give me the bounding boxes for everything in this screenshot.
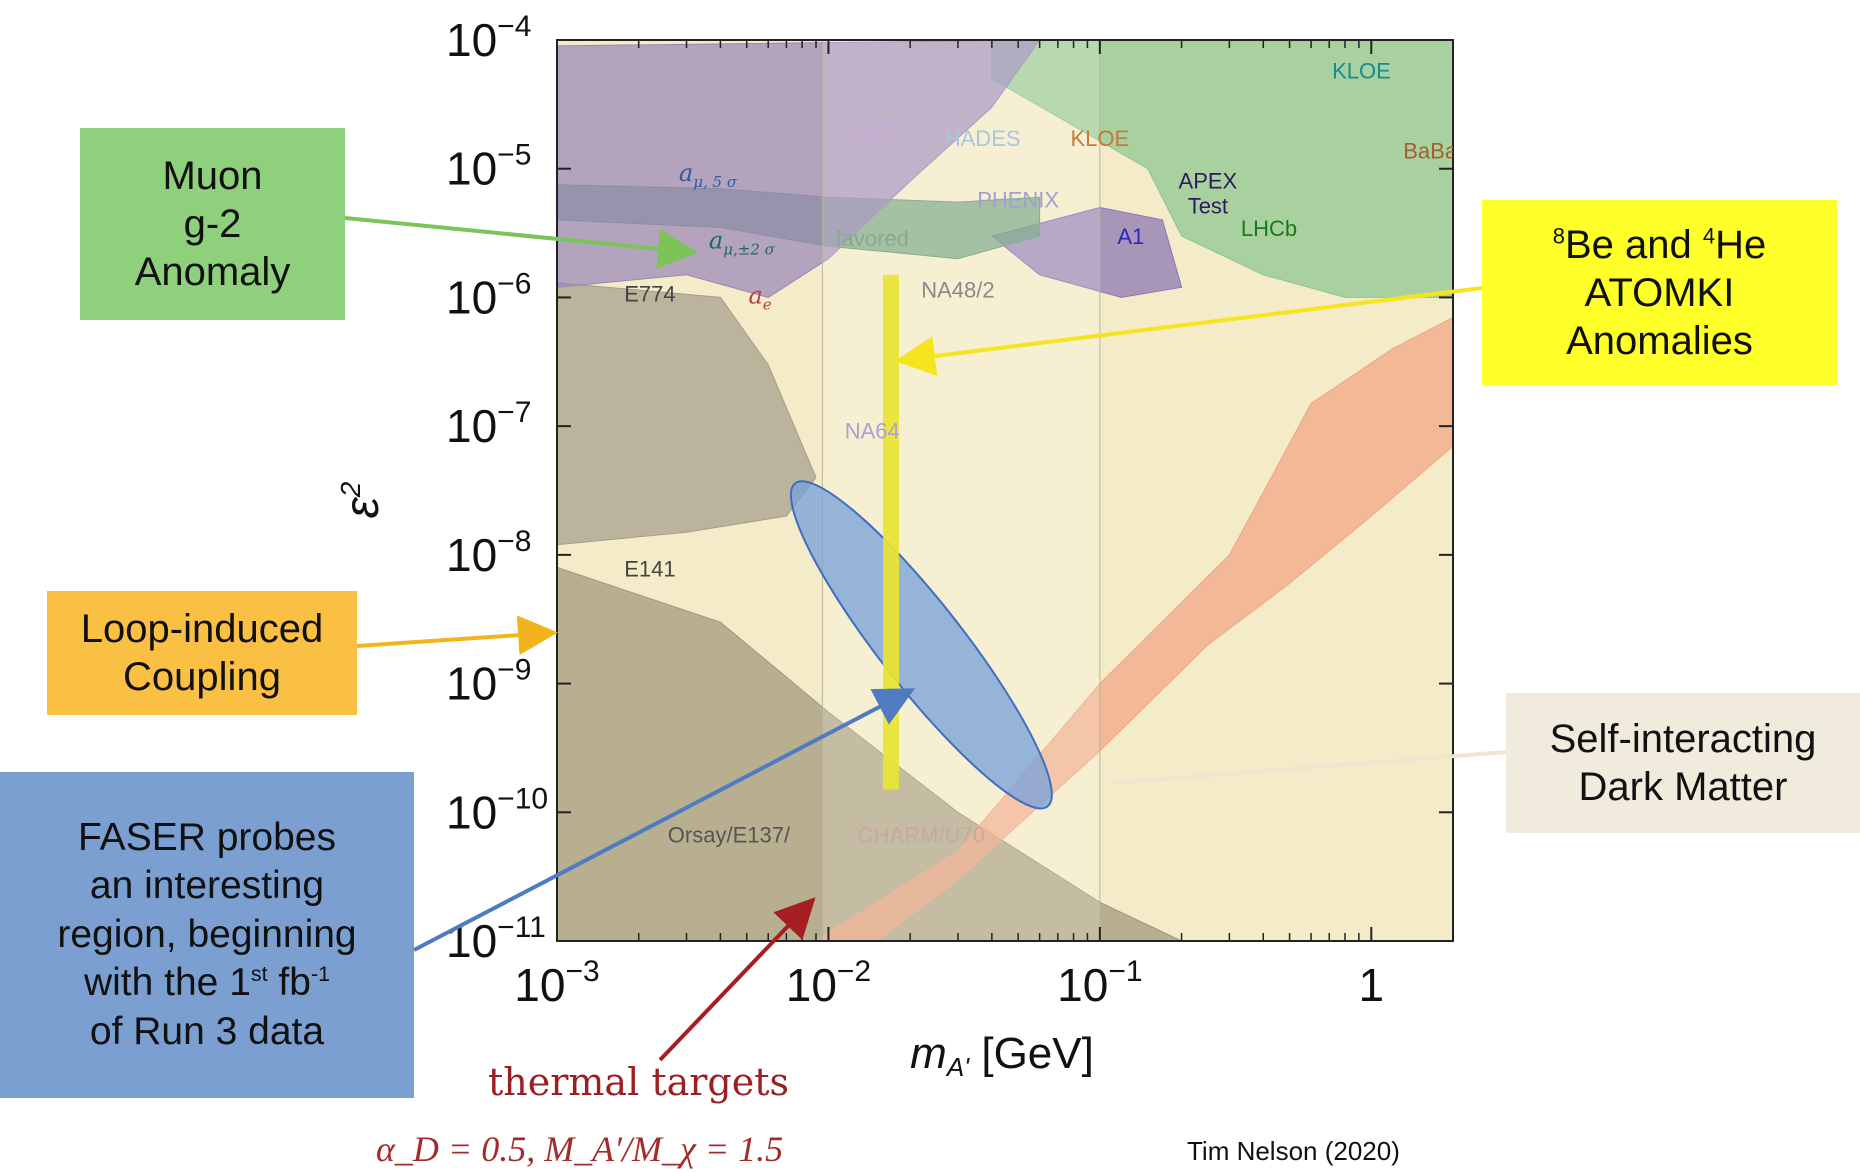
faser-with-the: with the 1 bbox=[83, 961, 251, 1005]
region-label: LHCb bbox=[1241, 216, 1297, 241]
region-label: Test bbox=[1188, 193, 1228, 218]
atomki-callout: 8Be and 4He ATOMKI Anomalies bbox=[1482, 200, 1837, 385]
atomki-line-3: Anomalies bbox=[1566, 318, 1753, 363]
thermal-targets-label: thermal targets bbox=[488, 1060, 789, 1104]
region-exclusion bbox=[991, 40, 1453, 298]
muon-arrow bbox=[344, 216, 698, 269]
ticks-layer: 10−3 10−2 10−1 110−410−510−610−710−810−910−… bbox=[446, 10, 1454, 1011]
region-label: HADES bbox=[945, 126, 1021, 151]
y-tick-label: 10−4 bbox=[446, 10, 531, 66]
faser-line-2: an interesting bbox=[89, 864, 325, 908]
sidm-line-1: Self-interacting bbox=[1549, 717, 1817, 761]
sidm-arrow bbox=[1111, 750, 1507, 785]
y-tick-label: 10−7 bbox=[446, 396, 531, 452]
region-label: BaBar bbox=[1403, 139, 1464, 164]
region-label: E774 bbox=[624, 281, 675, 306]
faser-line-1: FASER probes bbox=[78, 816, 336, 860]
region-label: A1 bbox=[1117, 224, 1144, 249]
y-tick-label: 10−5 bbox=[446, 139, 531, 195]
y-axis-label: ε2 bbox=[335, 481, 389, 518]
faser-line-5: of Run 3 data bbox=[89, 1009, 325, 1053]
y-tick-label: 10−11 bbox=[446, 911, 546, 967]
y-tick-label: 10−9 bbox=[446, 654, 531, 710]
faser-st-superscript: st bbox=[250, 962, 268, 987]
region-label: E141 bbox=[624, 556, 675, 581]
y-tick-label: 10−10 bbox=[446, 782, 548, 838]
region-beam-dump bbox=[557, 566, 1182, 941]
be8-superscript: 8 bbox=[1552, 223, 1565, 249]
loop-induced-callout: Loop-induced Coupling bbox=[47, 591, 357, 715]
muon-line-3: Anomaly bbox=[134, 250, 291, 294]
loop-arrow bbox=[356, 615, 558, 656]
be-text: Be and bbox=[1564, 222, 1703, 267]
muon-line-1: Muon bbox=[162, 154, 263, 198]
loop-line-2: Coupling bbox=[123, 655, 281, 699]
region-label: APEX bbox=[1179, 169, 1238, 194]
atomki-line bbox=[882, 274, 899, 790]
faser-arrow bbox=[413, 688, 916, 952]
muon-g2-callout: Muon g-2 Anomaly bbox=[80, 128, 345, 320]
regions-layer bbox=[557, 40, 1453, 941]
atomki-line-2: ATOMKI bbox=[1584, 270, 1735, 315]
region-label: KLOE bbox=[1332, 59, 1391, 84]
x-tick-label: 10−2 bbox=[786, 955, 871, 1011]
faser-line-3: region, beginning bbox=[57, 912, 357, 956]
loop-line-1: Loop-induced bbox=[80, 607, 324, 651]
region-label: PHENIX bbox=[977, 187, 1059, 212]
plot-frame bbox=[556, 39, 1454, 942]
y-tick-label: 10−6 bbox=[446, 267, 531, 323]
region-label: KLOE bbox=[1071, 126, 1130, 151]
shaded-mass-band bbox=[821, 39, 1101, 942]
region-label: CHARM/U70 bbox=[858, 823, 985, 848]
x-tick-label: 10−1 bbox=[1057, 955, 1142, 1011]
x-tick-label: 10−3 bbox=[514, 955, 599, 1011]
greek-label-ae: ae bbox=[748, 281, 771, 313]
region-label: NA64 bbox=[845, 419, 900, 444]
credit: Tim Nelson (2020) bbox=[1187, 1136, 1400, 1166]
he-text: He bbox=[1715, 222, 1767, 267]
y-tick-label: 10−8 bbox=[446, 525, 531, 581]
x-axis-label: mA' [GeV] bbox=[910, 1029, 1094, 1082]
region-label: NA48/2 bbox=[921, 277, 994, 302]
atomki-line-1: 8Be and 4He bbox=[1553, 221, 1767, 269]
sidm-callout: Self-interacting Dark Matter bbox=[1506, 693, 1860, 833]
region-label: KLOE bbox=[847, 119, 906, 144]
muon-line-2: g-2 bbox=[183, 202, 242, 246]
faser-callout: FASER probes an interesting region, begi… bbox=[0, 772, 414, 1098]
thermal-arrow bbox=[658, 897, 816, 1062]
he4-superscript: 4 bbox=[1702, 223, 1716, 249]
faser-inverse-superscript: -1 bbox=[310, 962, 331, 987]
x-tick-label: 1 bbox=[1358, 959, 1384, 1011]
region-label: Orsay/E137/ bbox=[668, 823, 791, 848]
greek-label-amu2: aμ,±2 σ bbox=[709, 226, 776, 258]
greek-label-amu5: aμ, 5 σ bbox=[679, 159, 738, 191]
sidm-line-2: Dark Matter bbox=[1578, 765, 1788, 809]
faser-fb: fb bbox=[267, 961, 311, 1005]
faser-line-4: with the 1st fb-1 bbox=[57, 959, 356, 1007]
atomki-arrow bbox=[895, 286, 1483, 376]
thermal-formula: α_D = 0.5, M_A′/M_χ = 1.5 bbox=[376, 1129, 784, 1169]
region-label: favored bbox=[836, 226, 909, 251]
arrows-layer bbox=[344, 216, 1507, 1062]
